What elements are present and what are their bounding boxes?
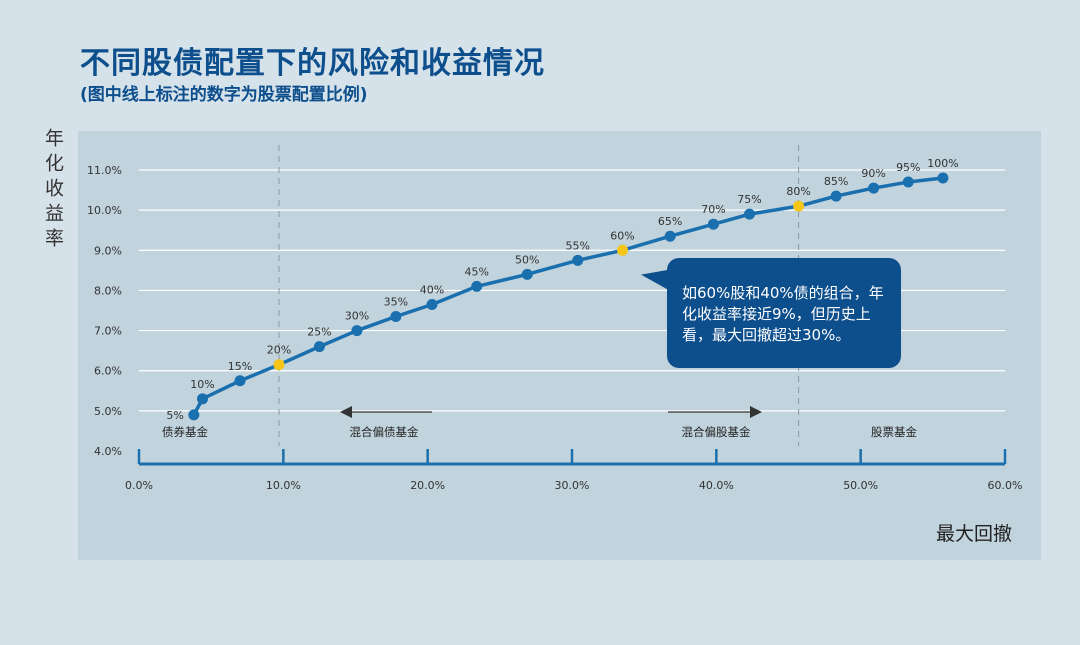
data-label: 30% (345, 310, 369, 323)
annotation-callout (667, 258, 901, 368)
y-tick-label: 9.0% (94, 244, 122, 257)
x-tick-label: 20.0% (410, 479, 445, 492)
zone-label: 债券基金 (162, 425, 208, 439)
y-tick-label: 7.0% (94, 325, 122, 338)
data-point (793, 200, 805, 212)
data-label: 80% (786, 185, 810, 198)
y-tick-label: 10.0% (87, 204, 122, 217)
data-label: 45% (465, 265, 489, 278)
data-label: 35% (384, 296, 408, 309)
data-label: 95% (896, 161, 920, 174)
data-label: 60% (610, 229, 634, 242)
y-axis-label: 年化收益率 (42, 128, 64, 253)
zone-label: 股票基金 (871, 425, 917, 439)
data-point (937, 172, 949, 184)
data-label: 90% (861, 167, 885, 180)
chart-title: 不同股债配置下的风险和收益情况 (80, 46, 545, 81)
data-label: 40% (420, 283, 444, 296)
arrow-head-left (340, 406, 352, 418)
data-point (313, 341, 325, 353)
data-point (521, 268, 533, 280)
y-tick-label: 6.0% (94, 365, 122, 378)
x-tick-label: 50.0% (843, 479, 878, 492)
data-label: 100% (927, 157, 958, 170)
data-label: 65% (658, 215, 682, 228)
data-point (902, 176, 914, 188)
data-point (426, 298, 438, 310)
chart-subtitle: (图中线上标注的数字为股票配置比例) (80, 85, 368, 105)
data-point (234, 375, 246, 387)
data-point (744, 208, 756, 220)
data-point (197, 393, 209, 405)
data-point (664, 230, 676, 242)
data-label: 50% (515, 253, 539, 266)
zone-label: 混合偏债基金 (350, 425, 419, 439)
y-tick-label: 8.0% (94, 284, 122, 297)
data-point (707, 218, 719, 230)
data-point (830, 190, 842, 202)
annotation-text: 如60%股和40%债的组合，年化收益率接近9%，但历史上看，最大回撤超过30%。 (682, 284, 884, 344)
zone-label: 混合偏股基金 (682, 425, 751, 439)
data-point (868, 182, 880, 194)
y-tick-label: 5.0% (94, 405, 122, 418)
data-point (273, 359, 285, 371)
data-point (390, 311, 402, 323)
y-tick-label: 4.0% (94, 445, 122, 458)
y-tick-label: 11.0% (87, 164, 122, 177)
data-point (617, 244, 629, 256)
data-label: 75% (737, 193, 761, 206)
data-label: 10% (190, 378, 214, 391)
data-label: 20% (267, 344, 291, 357)
data-point (572, 254, 584, 266)
data-point (188, 409, 200, 421)
data-point (471, 280, 483, 292)
data-point (351, 325, 363, 337)
x-tick-label: 60.0% (988, 479, 1023, 492)
data-label: 15% (228, 360, 252, 373)
x-axis-label: 最大回撤 (936, 523, 1012, 545)
x-tick-label: 30.0% (555, 479, 590, 492)
x-tick-label: 40.0% (699, 479, 734, 492)
series-line (192, 176, 944, 416)
data-label: 5% (166, 409, 183, 422)
data-label: 25% (307, 326, 331, 339)
data-label: 70% (701, 203, 725, 216)
data-label: 85% (824, 175, 848, 188)
x-tick-label: 10.0% (266, 479, 301, 492)
arrow-head-right (750, 406, 762, 418)
data-label: 55% (566, 239, 590, 252)
x-tick-label: 0.0% (125, 479, 153, 492)
